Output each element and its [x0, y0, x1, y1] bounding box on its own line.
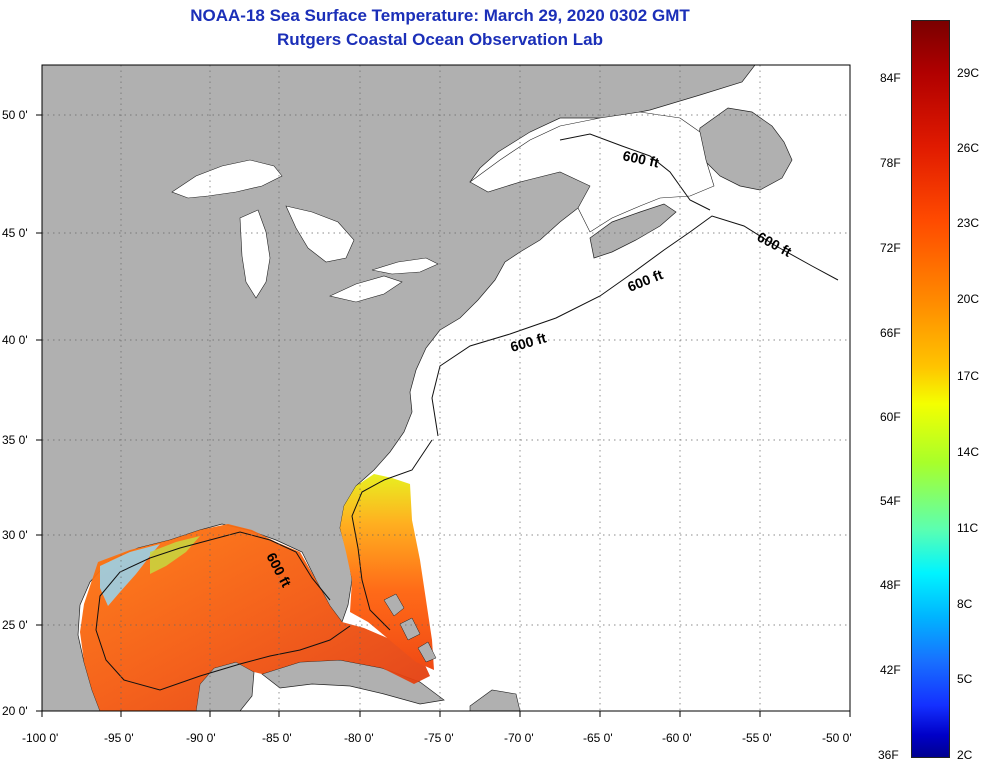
colorbar-c-label: 11C: [957, 521, 979, 535]
colorbar-f-label: 78F: [880, 156, 901, 170]
colorbar-c-label: 20C: [957, 292, 980, 306]
colorbar-f-label: 84F: [880, 71, 901, 85]
y-tick-label: 25 0': [2, 618, 28, 632]
gulf-of-st-lawrence: [469, 111, 715, 233]
x-tick-label: -80 0': [344, 731, 374, 745]
colorbar-f-label: 66F: [880, 326, 901, 340]
colorbar-c-label: 8C: [957, 597, 973, 611]
x-tick-label: -60 0': [662, 731, 692, 745]
contour-600ft-stlawrence: [559, 133, 711, 211]
map-subtitle: Rutgers Coastal Ocean Observation Lab: [277, 30, 603, 49]
land-hispaniola: [469, 689, 521, 711]
x-tick-label: -55 0': [742, 731, 772, 745]
colorbar-f-label: 60F: [880, 410, 901, 424]
sst-gulf-cool-shelf: [100, 544, 160, 606]
colorbar-c-label: 2C: [957, 748, 973, 762]
colorbar-f-label: 54F: [880, 494, 901, 508]
y-tick-label: 50 0': [2, 108, 28, 122]
land-nova-scotia: [589, 203, 677, 259]
temperature-colorbar: [911, 20, 950, 758]
x-tick-label: -65 0': [583, 731, 613, 745]
land-north-america: [42, 65, 756, 711]
y-tick-label: 35 0': [2, 433, 28, 447]
great-lakes: [171, 159, 439, 303]
colorbar-c-label: 29C: [957, 66, 980, 80]
colorbar-f-label: 36F: [878, 748, 899, 762]
contour-600ft-florida: [351, 439, 433, 631]
bahamas: [383, 593, 437, 663]
x-tick-label: -85 0': [262, 731, 292, 745]
x-tick-label: -90 0': [186, 731, 216, 745]
x-tick-label: -75 0': [424, 731, 454, 745]
map-frame: [41, 64, 851, 712]
colorbar-f-label: 48F: [880, 578, 901, 592]
sst-gulf-of-mexico: [80, 524, 430, 711]
map-title: NOAA-18 Sea Surface Temperature: March 2…: [190, 6, 690, 25]
contour-600ft-atlantic: [431, 215, 839, 437]
contour-label-1: 600 ft: [621, 147, 660, 170]
colorbar-c-label: 17C: [957, 369, 980, 383]
y-tick-label: 20 0': [2, 704, 28, 718]
x-tick-label: -95 0': [104, 731, 134, 745]
x-tick-label: -50 0': [822, 731, 852, 745]
colorbar-c-label: 23C: [957, 216, 980, 230]
y-tick-label: 40 0': [2, 333, 28, 347]
sst-map: 600 ft 600 ft 600 ft 600 ft 600 ft: [36, 64, 851, 717]
y-tick-label: 30 0': [2, 528, 28, 542]
colorbar-c-label: 26C: [957, 141, 980, 155]
x-tick-label: -70 0': [504, 731, 534, 745]
colorbar-f-label: 42F: [880, 663, 901, 677]
colorbar-f-label: 72F: [880, 241, 901, 255]
colorbar-c-label: 14C: [957, 445, 980, 459]
x-tick-label: -100 0': [22, 731, 59, 745]
y-tick-label: 45 0': [2, 226, 28, 240]
colorbar-c-label: 5C: [957, 672, 973, 686]
contour-600ft-gulf: [95, 531, 351, 691]
